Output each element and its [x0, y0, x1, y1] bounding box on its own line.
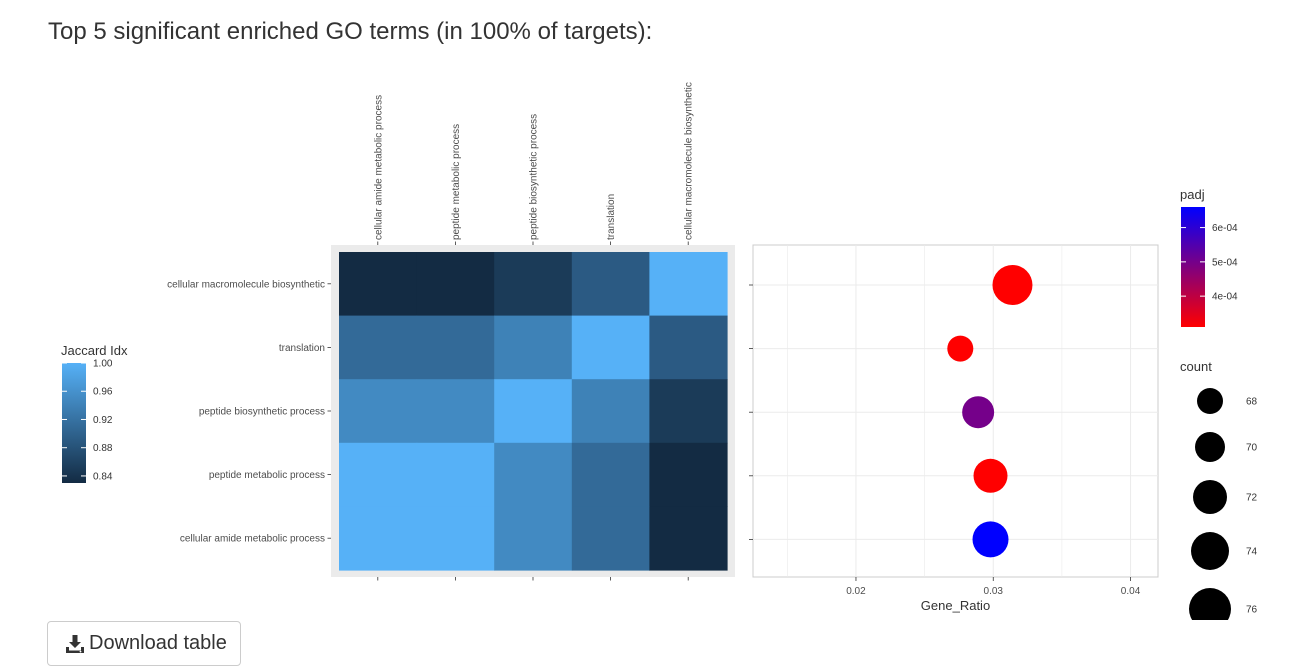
count-legend-key: [1197, 388, 1223, 414]
count-legend-key: [1189, 588, 1231, 620]
heatmap-cell: [571, 252, 650, 317]
heatmap-cell: [339, 379, 418, 444]
count-legend-key: [1191, 532, 1229, 570]
heatmap-column-label: peptide biosynthetic process: [529, 114, 540, 240]
chart-canvas: cellular macromolecule biosynthetic trans…: [61, 82, 1258, 620]
heatmap-column-label: cellular macromolecule biosynthetic: [684, 82, 695, 240]
padj-legend: padj 6e-04 5e-04 4e-04: [1180, 187, 1238, 327]
heatmap-cell: [649, 379, 728, 444]
heatmap-row-label: translation: [279, 343, 325, 354]
dot-plot-point: [972, 521, 1009, 558]
heatmap-cell: [649, 506, 728, 571]
heatmap-row-label: peptide metabolic process: [209, 470, 325, 481]
download-table-label: Download table: [89, 632, 227, 654]
heatmap-cell: [649, 315, 728, 380]
count-legend-label: 72: [1246, 493, 1258, 504]
heatmap-cell: [571, 315, 650, 380]
count-legend-title: count: [1180, 359, 1212, 374]
heatmap-cell: [649, 442, 728, 507]
padj-legend-tick-label: 4e-04: [1212, 292, 1238, 303]
count-legend-label: 76: [1246, 605, 1258, 616]
page-title: Top 5 significant enriched GO terms (in …: [48, 18, 653, 45]
heatmap-cell: [494, 315, 573, 380]
dot-plot-point: [992, 265, 1033, 305]
dot-plot-x-tick-label: 0.04: [1121, 586, 1141, 597]
count-legend-key: [1193, 480, 1227, 514]
heatmap-chart: cellular macromolecule biosynthetic trans…: [167, 82, 735, 581]
heatmap-cell: [571, 379, 650, 444]
heatmap-cell: [494, 379, 573, 444]
jaccard-legend-tick-label: 0.84: [93, 471, 113, 482]
count-legend-label: 70: [1246, 443, 1258, 454]
padj-legend-title: padj: [1180, 187, 1205, 202]
dot-plot-x-tick-label: 0.03: [984, 586, 1004, 597]
heatmap-cell: [339, 506, 418, 571]
heatmap-cell: [416, 506, 495, 571]
jaccard-legend-tick-label: 1.00: [93, 359, 113, 370]
padj-legend-tick-label: 6e-04: [1212, 223, 1238, 234]
heatmap-cell: [339, 252, 418, 317]
dot-plot-point: [947, 335, 974, 362]
jaccard-colorbar: [62, 363, 86, 483]
jaccard-legend-title: Jaccard Idx: [61, 343, 128, 358]
heatmap-cell: [416, 252, 495, 317]
heatmap-column-label: peptide metabolic process: [451, 124, 462, 240]
heatmap-cell: [416, 379, 495, 444]
count-legend: count 68 70 72 74 76: [1180, 359, 1258, 620]
heatmap-cell: [416, 315, 495, 380]
heatmap-row-label: peptide biosynthetic process: [199, 407, 325, 418]
heatmap-cell: [494, 442, 573, 507]
dot-plot-chart: 0.02 0.03 0.04 Gene_Ratio: [749, 244, 1159, 613]
heatmap-cell: [494, 252, 573, 317]
download-icon: [65, 634, 85, 654]
heatmap-cell: [649, 252, 728, 317]
jaccard-legend-tick-label: 0.96: [93, 387, 113, 398]
heatmap-cell: [571, 442, 650, 507]
padj-legend-tick-label: 5e-04: [1212, 257, 1238, 268]
dot-plot-panel: [752, 244, 1159, 578]
heatmap-cell: [416, 442, 495, 507]
download-table-button[interactable]: Download table: [47, 621, 241, 666]
heatmap-cell: [494, 506, 573, 571]
count-legend-label: 74: [1246, 547, 1258, 558]
heatmap-cell: [339, 442, 418, 507]
dot-plot-point: [962, 396, 995, 429]
heatmap-row-label: cellular amide metabolic process: [180, 534, 325, 545]
heatmap-cell: [571, 506, 650, 571]
heatmap-column-label: translation: [606, 194, 617, 240]
heatmap-column-label: cellular amide metabolic process: [373, 95, 384, 240]
heatmap-cell: [339, 315, 418, 380]
count-legend-key: [1195, 432, 1225, 462]
padj-colorbar: [1181, 207, 1205, 327]
dot-plot-x-axis-title: Gene_Ratio: [921, 598, 990, 613]
heatmap-row-label: cellular macromolecule biosynthetic: [167, 279, 325, 290]
count-legend-label: 68: [1246, 397, 1258, 408]
dot-plot-point: [973, 458, 1008, 493]
jaccard-legend-tick-label: 0.88: [93, 443, 113, 454]
jaccard-legend-tick-label: 0.92: [93, 415, 113, 426]
dot-plot-x-tick-label: 0.02: [846, 586, 866, 597]
